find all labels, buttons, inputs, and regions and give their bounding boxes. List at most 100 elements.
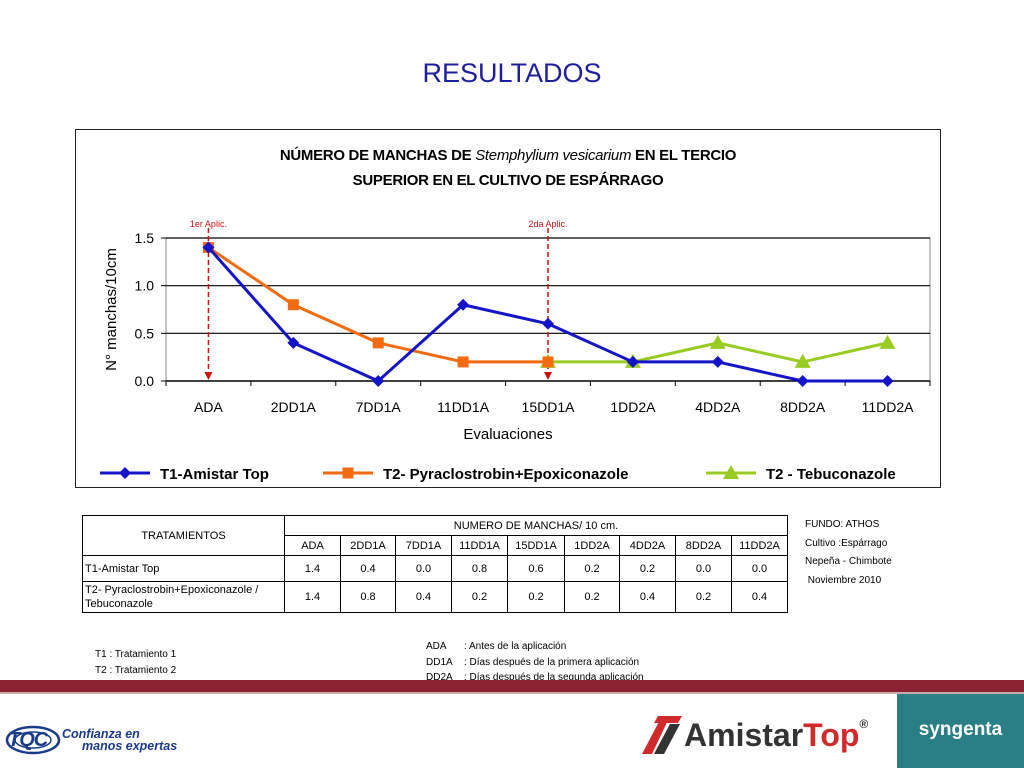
table-cell: 0.0: [675, 555, 732, 582]
legend-label: T1-Amistar Top: [160, 466, 269, 483]
abbreviation-notes: ADA : Antes de la aplicación DD1A: Días d…: [426, 639, 644, 680]
x-tick-label: 11DD1A: [437, 399, 490, 415]
chart-title: NÚMERO DE MANCHAS DE Stemphylium vesicar…: [280, 146, 737, 164]
table-cell: 0.8: [451, 555, 508, 582]
table-cell: 0.4: [731, 581, 788, 613]
y-axis-label: N° manchas/10cm: [103, 248, 120, 371]
info-line: Noviembre 2010: [805, 574, 882, 586]
tagline-line: Confianza en: [62, 727, 140, 741]
data-point: [709, 334, 726, 349]
amistar-wordmark: AmistarTop®: [684, 717, 868, 754]
table-column-header: 11DD2A: [731, 535, 788, 556]
x-tick-label: 7DD1A: [356, 399, 402, 415]
footer-divider: [0, 692, 1024, 694]
amistar-text: Amistar: [684, 717, 804, 753]
legend-swatch-marker: [342, 467, 354, 479]
tagline-line: manos expertas: [82, 739, 178, 753]
treatment-note: T2 : Tratamiento 2: [95, 664, 177, 676]
data-point: [542, 356, 554, 368]
tqc-logo-icon: [5, 725, 61, 755]
data-point: [881, 375, 894, 387]
table-cell: 0.0: [731, 555, 788, 582]
table-column-header: 8DD2A: [675, 535, 732, 556]
chart-title-part: EN EL TERCIO: [631, 147, 737, 164]
table-row-label-line2: Tebuconazole: [85, 598, 153, 610]
table-cell: 0.0: [395, 555, 452, 582]
legend-swatch-marker: [723, 465, 739, 479]
x-tick-label: 2DD1A: [271, 399, 317, 415]
application-marker-label: 1er Aplic.: [190, 219, 227, 229]
data-point: [457, 298, 470, 311]
x-axis-label: Evaluaciones: [463, 426, 552, 443]
application-marker-arrow: [204, 372, 213, 380]
table-row-label: T1-Amistar Top: [82, 555, 285, 582]
table-column-header: 2DD1A: [340, 535, 396, 556]
results-table: TRATAMIENTOS NUMERO DE MANCHAS/ 10 cm. A…: [82, 515, 788, 613]
table-column-header: 4DD2A: [619, 535, 676, 556]
x-tick-label: 4DD2A: [695, 399, 741, 415]
application-marker-label: 2da Aplic.: [528, 219, 567, 229]
table-cell: 0.2: [564, 581, 620, 613]
abbreviation-row: ADA : Antes de la aplicación: [426, 639, 644, 655]
table-cell: 0.4: [395, 581, 452, 613]
application-marker-arrow: [544, 372, 552, 380]
syngenta-text: syngenta: [918, 719, 1003, 740]
syngenta-logo: syngenta: [897, 694, 1024, 768]
table-header-group: NUMERO DE MANCHAS/ 10 cm.: [284, 515, 788, 536]
table-row: T2- Pyraclostrobin+Epoxiconazole / Tebuco…: [82, 581, 788, 613]
abbreviation-desc: : Antes de la aplicación: [464, 641, 567, 652]
tqc-logo: TQC: [4, 722, 62, 758]
table-cell: 0.8: [340, 581, 396, 613]
table-cell: 0.2: [675, 581, 732, 613]
table-row: T1-Amistar Top 1.4 0.4 0.0 0.8 0.6 0.2 0.2 0.0 0…: [82, 555, 788, 582]
y-tick-label: 0.0: [135, 373, 155, 389]
table-cell: 0.2: [619, 555, 676, 582]
treatment-note: T1 : Tratamiento 1: [95, 649, 177, 660]
info-line: Nepeña - Chimbote: [805, 556, 892, 567]
treatment-notes: T1 : Tratamiento 1 T2 : Tratamiento 2: [95, 647, 176, 678]
data-point: [287, 299, 299, 311]
field-info: FUNDO: ATHOS Cultivo :Espárrago Nepeña -…: [805, 516, 892, 590]
data-point: [372, 337, 384, 349]
abbreviation-row: DD1A: Días después de la primera aplicac…: [426, 655, 644, 671]
table-column-header: ADA: [284, 535, 341, 556]
amistar-top-logo: AmistarTop®: [640, 712, 880, 760]
y-tick-label: 1.0: [135, 278, 155, 294]
data-point: [542, 317, 554, 330]
data-point: [457, 356, 469, 368]
data-point: [794, 353, 811, 368]
table-cell: 0.2: [451, 581, 508, 613]
table-row-label: T2- Pyraclostrobin+Epoxiconazole / Tebuco…: [82, 581, 285, 613]
tqc-logo-text: TQC: [8, 729, 48, 751]
amistar-arrow-icon: [642, 716, 682, 754]
line-chart: NÚMERO DE MANCHAS DE Stemphylium vesicar…: [100, 146, 931, 483]
footer-bar: [0, 680, 1024, 692]
table-column-header: 7DD1A: [395, 535, 452, 556]
table-cell: 0.6: [507, 555, 565, 582]
page-title: RESULTADOS: [422, 58, 602, 88]
y-tick-label: 0.5: [135, 325, 155, 341]
data-point: [287, 336, 300, 349]
info-line: Cultivo :Espárrago: [805, 537, 888, 549]
table-row-label-line1: T2- Pyraclostrobin+Epoxiconazole /: [85, 584, 259, 596]
abbreviation-desc: : Días después de la segunda aplicación: [464, 672, 644, 680]
chart-title-species: Stemphylium vesicarium: [475, 147, 631, 164]
legend-label: T2 - Tebuconazole: [766, 466, 896, 483]
x-tick-label: ADA: [194, 399, 223, 415]
data-point: [711, 355, 724, 368]
table-cell: 0.2: [564, 555, 620, 582]
registered-mark: ®: [859, 717, 869, 731]
table-column-header: 11DD1A: [451, 535, 508, 556]
table-column-header: 15DD1A: [507, 535, 565, 556]
table-header-treatments: TRATAMIENTOS: [82, 515, 285, 556]
table-cell: 1.4: [284, 555, 341, 582]
abbreviation-code: ADA: [426, 641, 447, 652]
data-point: [202, 241, 215, 254]
legend-label: T2- Pyraclostrobin+Epoxiconazole: [383, 466, 628, 483]
data-point: [879, 334, 896, 349]
data-point: [372, 375, 385, 387]
table-column-header: 1DD2A: [564, 535, 620, 556]
abbreviation-desc: : Días después de la primera aplicación: [464, 656, 640, 668]
y-tick-label: 1.5: [135, 230, 155, 246]
x-tick-label: 15DD1A: [522, 399, 576, 415]
